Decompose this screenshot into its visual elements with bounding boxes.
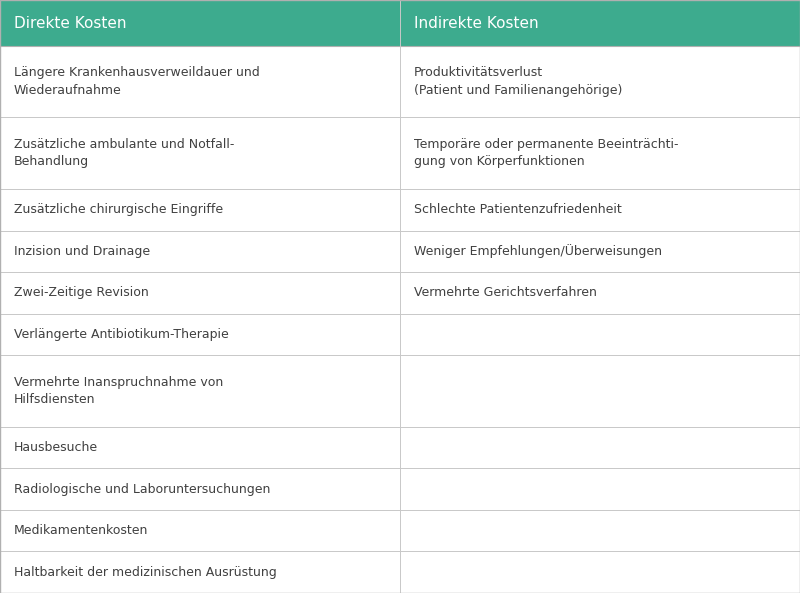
Text: Zusätzliche chirurgische Eingriffe: Zusätzliche chirurgische Eingriffe (14, 203, 223, 216)
Bar (0, 551, 800, 593)
Text: Temporäre oder permanente Beeinträchti-
gung von Körperfunktionen: Temporäre oder permanente Beeinträchti- … (414, 138, 678, 168)
Bar (0, 468, 800, 510)
Bar (0, 314, 800, 355)
Text: Zusätzliche ambulante und Notfall-
Behandlung: Zusätzliche ambulante und Notfall- Behan… (14, 138, 234, 168)
Bar (0, 189, 800, 231)
Text: Hausbesuche: Hausbesuche (14, 441, 98, 454)
Bar (0, 510, 800, 551)
Bar (0, 231, 800, 272)
Bar (0, 46, 800, 117)
Text: Weniger Empfehlungen/Überweisungen: Weniger Empfehlungen/Überweisungen (414, 244, 662, 259)
Text: Medikamentenkosten: Medikamentenkosten (14, 524, 148, 537)
Text: Produktivitätsverlust
(Patient und Familienangehörige): Produktivitätsverlust (Patient und Famil… (414, 66, 622, 97)
Bar (0, 427, 800, 468)
Text: Radiologische und Laboruntersuchungen: Radiologische und Laboruntersuchungen (14, 483, 270, 496)
Bar (0, 117, 800, 189)
Text: Inzision und Drainage: Inzision und Drainage (14, 245, 150, 258)
Bar (0, 272, 800, 314)
Text: Zwei-Zeitige Revision: Zwei-Zeitige Revision (14, 286, 149, 299)
Bar (0, 0, 800, 46)
Text: Verlängerte Antibiotikum-Therapie: Verlängerte Antibiotikum-Therapie (14, 328, 229, 341)
Text: Haltbarkeit der medizinischen Ausrüstung: Haltbarkeit der medizinischen Ausrüstung (14, 566, 277, 579)
Text: Vermehrte Inanspruchnahme von
Hilfsdiensten: Vermehrte Inanspruchnahme von Hilfsdiens… (14, 376, 223, 406)
Text: Schlechte Patientenzufriedenheit: Schlechte Patientenzufriedenheit (414, 203, 622, 216)
Bar (0, 355, 800, 427)
Text: Indirekte Kosten: Indirekte Kosten (414, 15, 538, 30)
Text: Vermehrte Gerichtsverfahren: Vermehrte Gerichtsverfahren (414, 286, 597, 299)
Text: Längere Krankenhausverweildauer und
Wiederaufnahme: Längere Krankenhausverweildauer und Wied… (14, 66, 260, 97)
Text: Direkte Kosten: Direkte Kosten (14, 15, 126, 30)
